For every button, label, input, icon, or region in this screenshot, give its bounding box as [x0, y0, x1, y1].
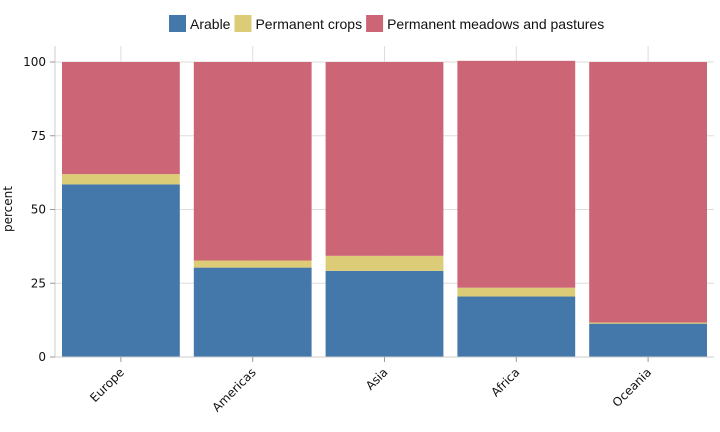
legend-swatch-arable: [169, 15, 186, 32]
bar-europe-arable: [62, 184, 180, 357]
bars: [62, 60, 707, 357]
bar-oceania-permanent-meadows-and-pastures: [589, 62, 707, 323]
legend-label-permanent-crops: Permanent crops: [255, 16, 362, 32]
y-tick-label: 75: [31, 129, 46, 143]
bar-europe-permanent-crops: [62, 174, 180, 185]
bar-africa-permanent-meadows-and-pastures: [457, 60, 576, 288]
legend-swatch-permanent-meadows-and-pastures: [366, 15, 384, 32]
legend-label-arable: Arable: [190, 16, 231, 32]
bar-asia-permanent-crops: [325, 255, 444, 271]
x-tick-label-africa: Africa: [488, 365, 522, 399]
bar-oceania-arable: [589, 323, 707, 357]
y-axis-title: percent: [1, 186, 15, 232]
legend-swatch-permanent-crops: [234, 15, 252, 32]
y-tick-label: 50: [31, 203, 46, 217]
legend: Arable Permanent crops Permanent meadows a…: [169, 15, 604, 32]
y-tick-label: 0: [38, 350, 46, 364]
bar-americas-permanent-meadows-and-pastures: [193, 62, 312, 261]
x-tick-label-europe: Europe: [87, 365, 127, 405]
bar-asia-arable: [325, 270, 444, 357]
bar-africa-arable: [457, 296, 576, 357]
x-tick-label-oceania: Oceania: [610, 365, 655, 410]
legend-label-permanent-meadows-and-pastures: Permanent meadows and pastures: [387, 16, 604, 32]
bar-asia-permanent-meadows-and-pastures: [325, 62, 444, 256]
y-axis: 0 25 50 75 100: [23, 46, 56, 364]
x-tick-label-asia: Asia: [363, 365, 391, 393]
bar-americas-arable: [193, 267, 312, 357]
bar-africa-permanent-crops: [457, 287, 576, 297]
x-axis: Europe Americas Asia Africa Oceania: [55, 356, 714, 415]
y-tick-label: 25: [31, 276, 46, 290]
bar-europe-permanent-meadows-and-pastures: [62, 62, 180, 175]
x-tick-label-americas: Americas: [209, 365, 258, 414]
bar-oceania-permanent-crops: [589, 322, 707, 324]
bar-americas-permanent-crops: [193, 260, 312, 268]
y-tick-label: 100: [23, 55, 46, 69]
